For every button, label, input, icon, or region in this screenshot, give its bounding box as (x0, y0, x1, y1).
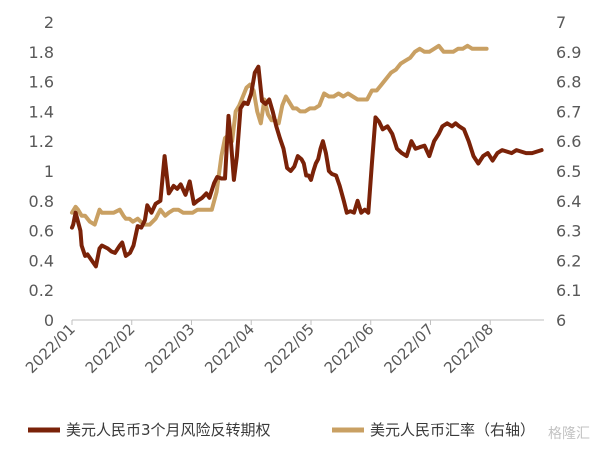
y-left-tick-label: 0 (44, 311, 54, 330)
y-left-tick-label: 1 (44, 162, 54, 181)
y-right-tick-label: 6.4 (556, 192, 581, 211)
y-left-tick-label: 1.4 (29, 102, 54, 121)
y-right-tick-label: 6.9 (556, 43, 581, 62)
y-left-tick-label: 1.2 (29, 132, 54, 151)
x-tick-label: 2022/06 (321, 320, 378, 377)
y-right-tick-label: 6.3 (556, 222, 581, 241)
x-tick-label: 2022/08 (440, 320, 497, 377)
x-tick-label: 2022/07 (381, 320, 438, 377)
series-layer (70, 43, 544, 269)
legend: 美元人民币3个月风险反转期权 美元人民币汇率（右轴） (28, 421, 535, 439)
y-left-tick-label: 1.6 (29, 73, 54, 92)
y-right-tick-label: 6.1 (556, 281, 581, 300)
watermark: 格隆汇 (548, 426, 590, 442)
y-left-tick-label: 1.8 (29, 43, 54, 62)
y-left-tick-label: 0.6 (29, 222, 54, 241)
y-right-tick-label: 6.8 (556, 73, 581, 92)
y-left-tick-label: 2 (44, 13, 54, 32)
legend-label-risk-reversal: 美元人民币3个月风险反转期权 (66, 421, 271, 439)
y-right-tick-label: 6.2 (556, 251, 581, 270)
y-left-tick-label: 0.2 (29, 281, 54, 300)
y-right-tick-label: 6 (556, 311, 566, 330)
x-tick-label: 2022/04 (201, 320, 258, 377)
y-left-tick-label: 0.4 (29, 251, 54, 270)
x-axis-ticks: 2022/01 2022/02 2022/03 2022/04 2022/05 2022/… (22, 320, 497, 377)
x-tick-label: 2022/05 (261, 320, 318, 377)
y-right-tick-label: 6.6 (556, 132, 581, 151)
series-line-risk-reversal (70, 64, 544, 269)
y-right-tick-label: 6.5 (556, 162, 581, 181)
y-axis-left-ticks: 0 0.2 0.4 0.6 0.8 1 1.2 1.4 1.6 1.8 2 (29, 13, 54, 330)
legend-label-fx-rate: 美元人民币汇率（右轴） (370, 421, 535, 439)
y-left-tick-label: 0.8 (29, 192, 54, 211)
x-tick-label: 2022/03 (142, 320, 199, 377)
y-right-tick-label: 7 (556, 13, 566, 32)
x-tick-label: 2022/02 (82, 320, 139, 377)
y-right-tick-label: 6.7 (556, 102, 581, 121)
series-line-fx-rate (70, 43, 489, 227)
y-axis-right-ticks: 6 6.1 6.2 6.3 6.4 6.5 6.6 6.7 6.8 6.9 7 (556, 13, 581, 330)
